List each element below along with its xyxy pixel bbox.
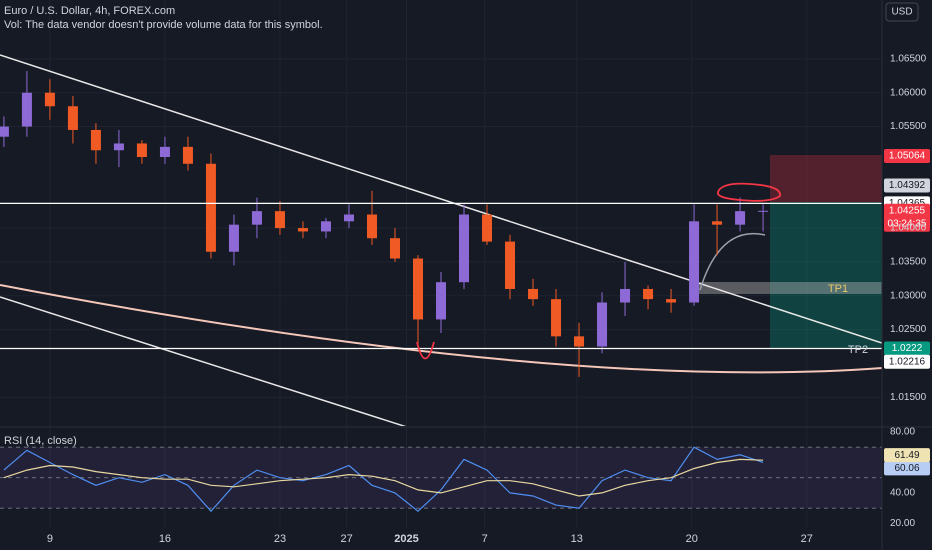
x-tick-label: 13	[571, 533, 583, 545]
x-tick-label: 2025	[394, 533, 418, 545]
candle-body	[21, 92, 32, 127]
rsi-value-label: 60.06	[894, 463, 919, 474]
price-label: 1.0222	[892, 343, 923, 354]
x-tick-label: 20	[686, 533, 698, 545]
arrow-curve	[699, 233, 766, 291]
candle-body	[712, 221, 723, 225]
price-label: 1.05064	[889, 151, 926, 162]
candle-body	[620, 288, 631, 303]
price-label-box	[884, 341, 930, 356]
candle-body	[366, 214, 377, 239]
price-label: 1.04255	[889, 205, 926, 216]
candle-body	[113, 143, 124, 151]
chart-subtitle: Vol: The data vendor doesn't provide vol…	[4, 19, 323, 31]
currency[interactable]: USD	[891, 7, 912, 18]
y-tick-label: 1.06500	[890, 54, 927, 65]
candle-body	[44, 92, 55, 107]
candle-body	[666, 299, 677, 303]
candle-body	[182, 146, 193, 164]
candle-body	[758, 210, 769, 212]
x-tick-label: 27	[801, 533, 813, 545]
candle-body	[436, 282, 446, 320]
candle-body	[251, 211, 262, 225]
curve	[0, 284, 882, 374]
y-tick-label: 1.06000	[890, 87, 927, 98]
x-tick-label: 16	[159, 533, 171, 545]
y-tick-label: 1.03000	[890, 290, 927, 301]
marks	[416, 182, 781, 360]
y-tick-label: 1.05500	[890, 121, 927, 132]
rsi-line	[3, 446, 764, 513]
tp1-label: TP1	[828, 283, 848, 295]
price-label: 1.02216	[889, 356, 926, 367]
y-tick-label: 1.03500	[890, 257, 927, 268]
u-mark	[416, 341, 435, 360]
trend-line	[0, 296, 407, 426]
price-label-box	[884, 354, 930, 369]
tp1-band	[695, 282, 882, 294]
x-tick-label: 27	[341, 533, 353, 545]
y-tick-label: 1.02500	[890, 324, 927, 335]
candle-body	[505, 241, 516, 289]
trend-line	[0, 54, 882, 344]
candle-body	[159, 146, 170, 158]
countdown: 03:24:35	[888, 218, 927, 229]
candle-body	[343, 214, 354, 222]
candle-body	[67, 106, 78, 130]
candle-body	[320, 221, 331, 232]
candle-body	[574, 336, 585, 347]
candle-body	[0, 126, 9, 137]
candle-body	[136, 143, 147, 158]
candle-body	[90, 129, 101, 151]
chart-title: Euro / U.S. Dollar, 4h, FOREX.com	[4, 5, 175, 17]
rsi-value-label: 61.49	[894, 450, 919, 461]
rsi-value-box	[884, 461, 930, 476]
grid	[0, 0, 882, 528]
x-tick-label: 9	[47, 533, 53, 545]
circle-mark	[717, 182, 781, 202]
rsi-line	[3, 458, 764, 497]
candle-body	[643, 288, 654, 300]
target-zone	[770, 202, 882, 348]
rsi-title: RSI (14, close)	[4, 435, 77, 447]
x-tick-label: 7	[482, 533, 488, 545]
price-label: 1.04365	[889, 198, 926, 209]
candles	[0, 71, 882, 377]
x-tick-label: 23	[274, 533, 286, 545]
tp2-label: TP2	[848, 344, 868, 356]
candle-body	[735, 211, 746, 225]
rsi-tick-label: 20.00	[890, 518, 915, 529]
candle-body	[482, 214, 493, 242]
y-tick-label: 1.04000	[890, 223, 927, 234]
price-label-box	[884, 203, 930, 232]
stop-zone	[770, 155, 882, 202]
currency-button[interactable]	[885, 2, 919, 22]
candle-body	[274, 211, 285, 229]
candle-body	[597, 302, 608, 347]
candle-body	[412, 258, 423, 320]
price-label: 1.04392	[889, 180, 926, 191]
rsi-value-box	[884, 448, 930, 463]
rsi-tick-label: 80.00	[890, 427, 915, 438]
rsi-tick-label: 40.00	[890, 488, 915, 499]
candle-body	[551, 299, 562, 337]
price-label-box	[884, 149, 930, 164]
candle-body	[389, 238, 400, 259]
drawings	[0, 54, 882, 426]
candle-body	[528, 288, 539, 300]
y-tick-label: 1.01500	[890, 392, 927, 403]
candle-body	[459, 214, 470, 283]
candle-body	[689, 221, 700, 303]
price-label-box	[884, 178, 930, 193]
candle-body	[228, 224, 239, 252]
candle-body	[297, 228, 308, 232]
candle-body	[205, 163, 216, 252]
